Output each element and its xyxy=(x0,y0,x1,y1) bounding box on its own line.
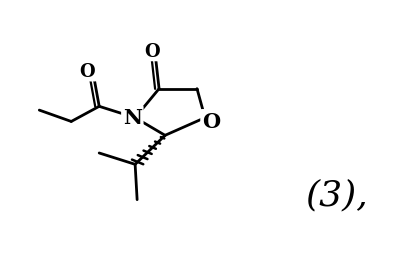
Text: O: O xyxy=(201,111,219,131)
Text: O: O xyxy=(79,63,95,81)
Text: O: O xyxy=(144,43,160,61)
Text: (3),: (3), xyxy=(305,178,367,212)
Text: N: N xyxy=(122,107,142,128)
